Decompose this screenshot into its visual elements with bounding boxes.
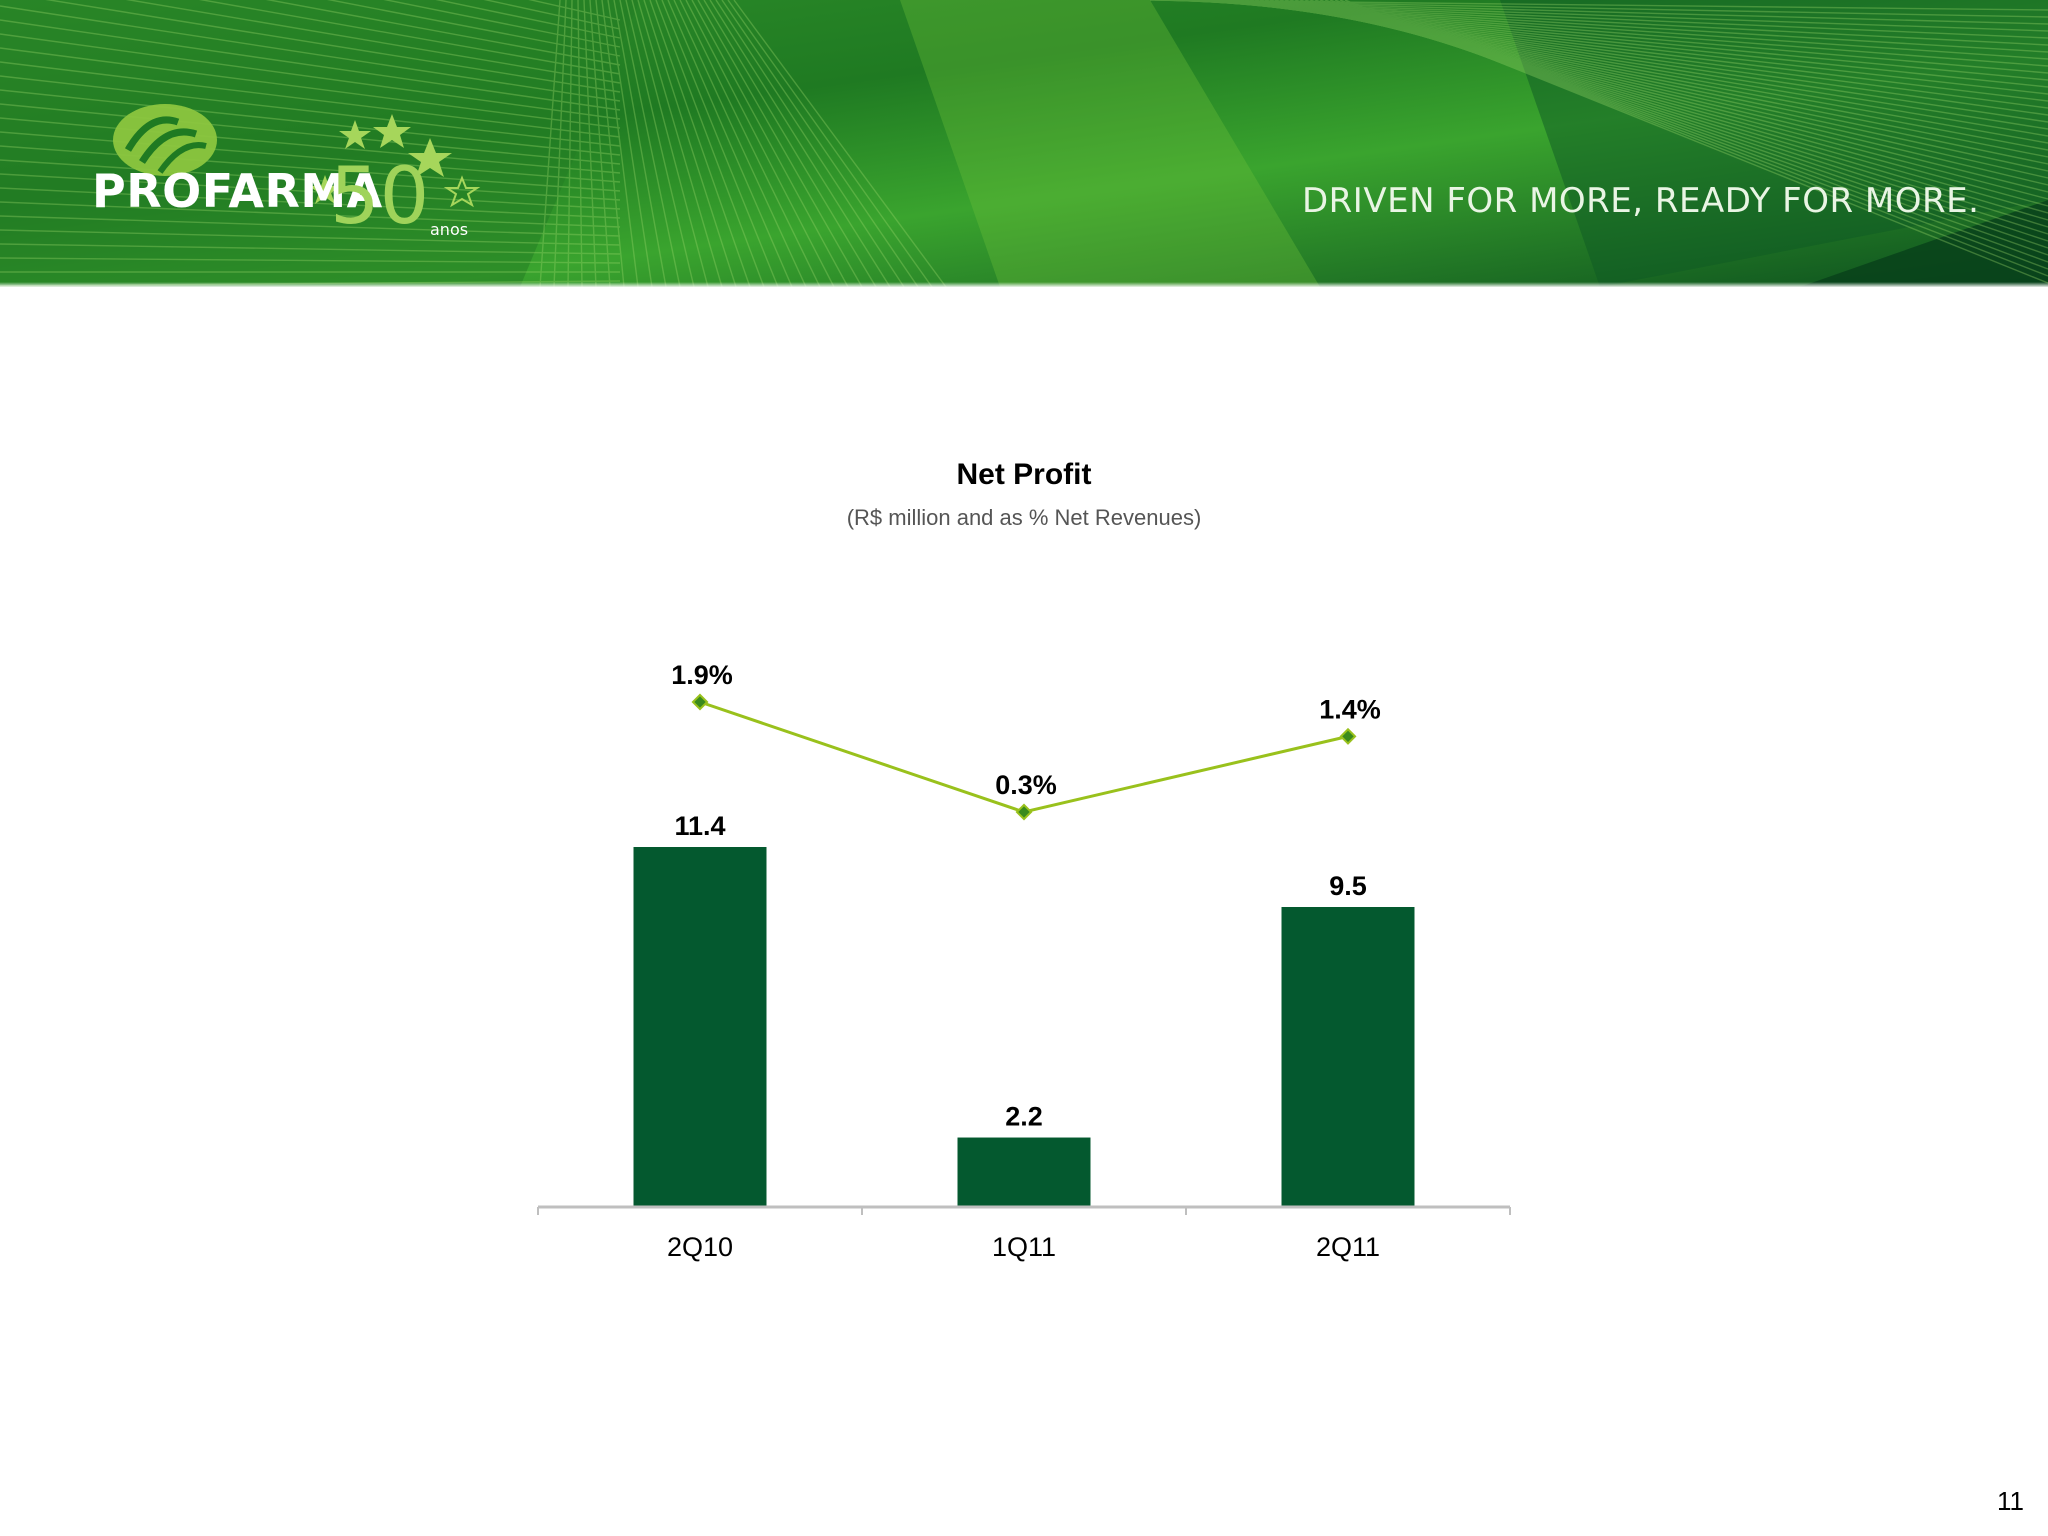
banner-background xyxy=(0,0,2048,287)
profarma-logo-icon xyxy=(113,104,217,176)
line-marker-2Q10 xyxy=(691,693,709,711)
x-tick-label-1Q11: 1Q11 xyxy=(992,1232,1056,1262)
brand-anos: anos xyxy=(430,220,469,239)
line-label-1Q11: 0.3% xyxy=(995,770,1057,800)
bar-2Q10 xyxy=(633,847,767,1207)
x-tick-label-2Q10: 2Q10 xyxy=(667,1232,733,1262)
tagline: DRIVEN FOR MORE, READY FOR MORE. xyxy=(1302,181,1980,221)
chart-title: Net Profit xyxy=(956,458,1092,491)
bar-1Q11 xyxy=(957,1137,1091,1207)
x-tick-label-2Q11: 2Q11 xyxy=(1316,1232,1380,1262)
bar-label-2Q10: 11.4 xyxy=(674,811,725,841)
line-label-2Q10: 1.9% xyxy=(671,660,733,690)
brand-name: PROFARMA xyxy=(92,164,383,218)
star-icon xyxy=(309,114,481,208)
line-marker-2Q11 xyxy=(1339,727,1357,745)
bar-label-1Q11: 2.2 xyxy=(1005,1102,1043,1132)
bar-2Q11 xyxy=(1281,907,1415,1207)
page-number: 11 xyxy=(1997,1486,2024,1516)
line-label-2Q11: 1.4% xyxy=(1319,694,1381,724)
bar-label-2Q11: 9.5 xyxy=(1329,871,1367,901)
brand-years: 50 xyxy=(330,152,430,242)
chart-subtitle: (R$ million and as % Net Revenues) xyxy=(846,505,1202,530)
header-banner: PROFARMA 50 anos DRIVEN FOR MORE, READY … xyxy=(0,0,2048,287)
line-marker-1Q11 xyxy=(1015,803,1033,821)
